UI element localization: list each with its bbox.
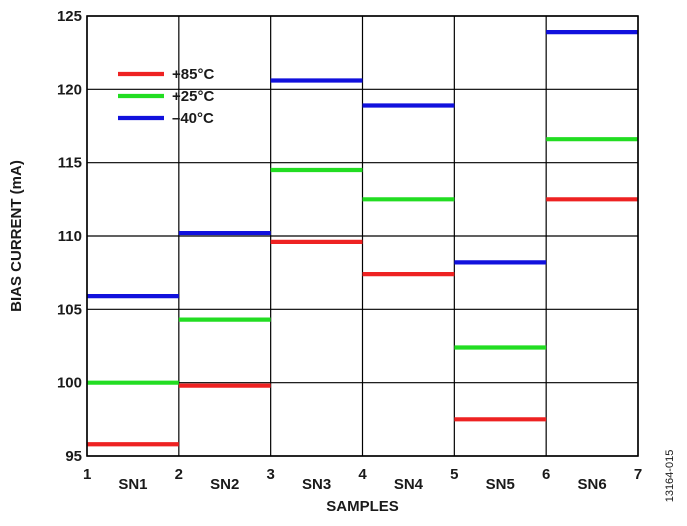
plot-frame <box>86 15 639 457</box>
x-tick-label: 4 <box>358 466 367 483</box>
y-tick-labels: 95 100 105 110 115 120 125 <box>57 8 82 465</box>
category-label: SN3 <box>302 476 331 493</box>
category-labels: SN1 SN2 SN3 SN4 SN5 SN6 <box>118 476 606 493</box>
category-label: SN1 <box>118 476 147 493</box>
y-tick-label: 105 <box>57 301 82 318</box>
x-tick-label: 6 <box>542 466 550 483</box>
x-axis-title: SAMPLES <box>326 498 399 515</box>
category-label: SN6 <box>577 476 606 493</box>
figure-id: 13164-015 <box>664 450 676 503</box>
legend-label: +85°C <box>172 66 214 83</box>
y-tick-label: 115 <box>58 155 82 172</box>
legend-label: –40°C <box>172 110 214 127</box>
x-tick-label: 1 <box>83 466 91 483</box>
category-label: SN4 <box>394 476 424 493</box>
y-axis-title: BIAS CURRENT (mA) <box>8 160 25 312</box>
y-tick-label: 120 <box>57 81 82 98</box>
x-tick-label: 3 <box>266 466 274 483</box>
y-tick-label: 100 <box>57 375 82 392</box>
legend-label: +25°C <box>172 88 214 105</box>
x-tick-labels: 1 2 3 4 5 6 7 <box>83 466 642 483</box>
series-lines <box>87 30 638 447</box>
x-tick-label: 2 <box>175 466 183 483</box>
category-label: SN5 <box>486 476 515 493</box>
y-tick-label: 110 <box>58 228 82 245</box>
legend: +85°C +25°C –40°C <box>118 66 214 127</box>
category-label: SN2 <box>210 476 239 493</box>
y-tick-label: 95 <box>65 448 82 465</box>
x-tick-label: 7 <box>634 466 642 483</box>
x-tick-label: 5 <box>450 466 458 483</box>
y-tick-label: 125 <box>57 8 82 25</box>
